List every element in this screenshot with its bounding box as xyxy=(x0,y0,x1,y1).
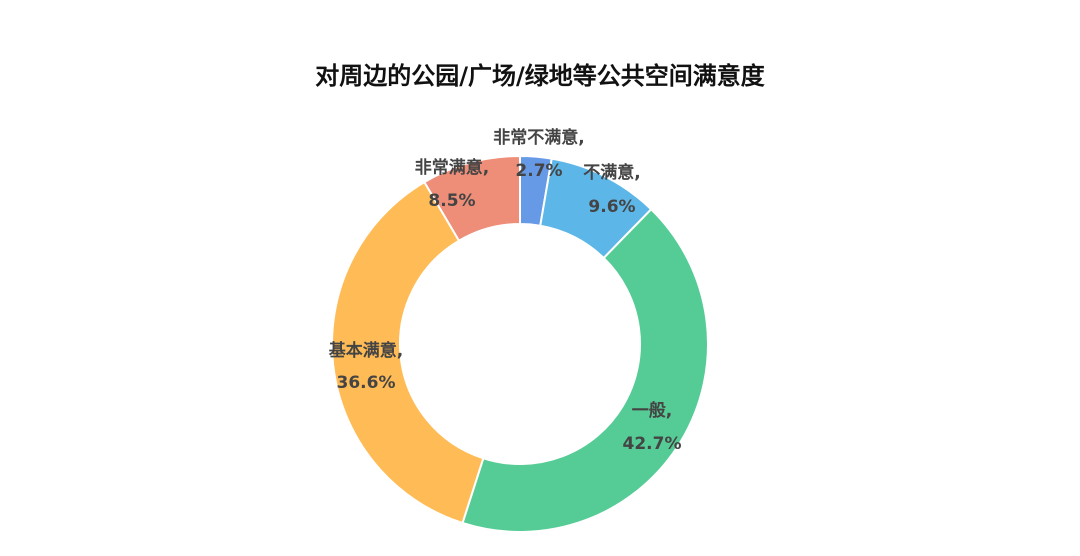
slice-category-label: 基本满意, xyxy=(328,340,403,361)
slice-category-label: 非常不满意, xyxy=(493,127,584,148)
slice-5 xyxy=(423,154,521,243)
slice-value-label: 42.7% xyxy=(623,434,682,454)
slice-value-label: 9.6% xyxy=(588,197,635,217)
slice-value-label: 2.7% xyxy=(515,161,562,181)
chart-title: 对周边的公园/广场/绿地等公共空间满意度 xyxy=(315,62,765,90)
slice-category-label: 不满意, xyxy=(583,162,640,183)
slice-value-label: 36.6% xyxy=(337,373,396,393)
slice-3 xyxy=(461,207,709,533)
donut-slices xyxy=(331,154,709,533)
slice-category-label: 一般, xyxy=(632,400,672,421)
slice-labels: 非常不满意, 2.7% 不满意, 9.6% 一般, 42.7% 基本满意, 36.6% 非常满意… xyxy=(328,127,682,454)
slice-category-label: 非常满意, xyxy=(415,157,489,178)
slice-value-label: 8.5% xyxy=(428,191,475,211)
slice-4 xyxy=(331,180,485,525)
